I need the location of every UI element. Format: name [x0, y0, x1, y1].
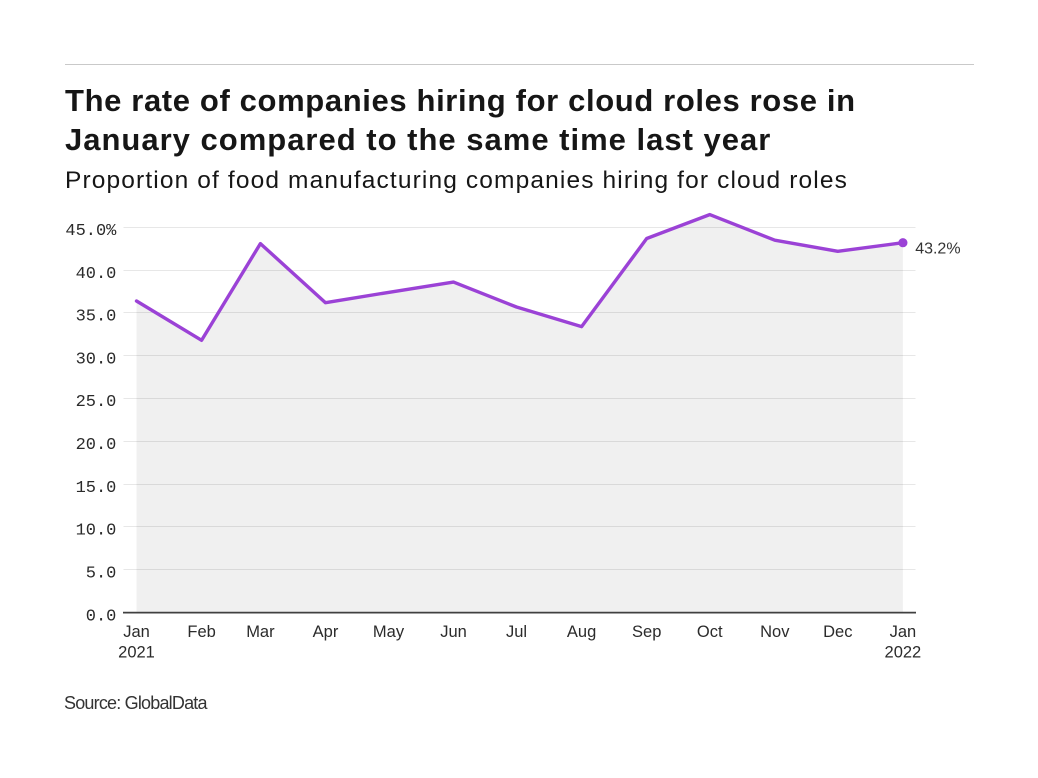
svg-text:45.0%: 45.0% — [65, 222, 117, 241]
svg-text:30.0: 30.0 — [76, 350, 117, 369]
svg-text:Apr: Apr — [313, 623, 339, 641]
svg-text:40.0: 40.0 — [76, 265, 117, 284]
svg-text:0.0: 0.0 — [86, 607, 117, 626]
svg-text:35.0: 35.0 — [76, 308, 117, 327]
svg-text:20.0: 20.0 — [76, 436, 117, 455]
svg-text:Aug: Aug — [567, 623, 596, 641]
svg-text:2021: 2021 — [118, 643, 155, 661]
svg-text:Jan: Jan — [123, 623, 150, 641]
svg-text:43.2%: 43.2% — [915, 240, 960, 257]
svg-text:Oct: Oct — [697, 623, 723, 641]
svg-text:Jan: Jan — [890, 623, 917, 641]
svg-text:Mar: Mar — [246, 623, 275, 641]
svg-text:Feb: Feb — [187, 623, 215, 641]
svg-text:5.0: 5.0 — [86, 564, 117, 583]
svg-text:15.0: 15.0 — [76, 479, 117, 498]
svg-text:2022: 2022 — [885, 643, 922, 661]
svg-text:Nov: Nov — [760, 623, 790, 641]
svg-text:Jul: Jul — [506, 623, 527, 641]
svg-text:25.0: 25.0 — [76, 393, 117, 412]
svg-text:May: May — [373, 623, 405, 641]
svg-text:Dec: Dec — [823, 623, 852, 641]
svg-text:Sep: Sep — [632, 623, 661, 641]
svg-text:Jun: Jun — [440, 623, 467, 641]
svg-text:10.0: 10.0 — [76, 522, 117, 541]
